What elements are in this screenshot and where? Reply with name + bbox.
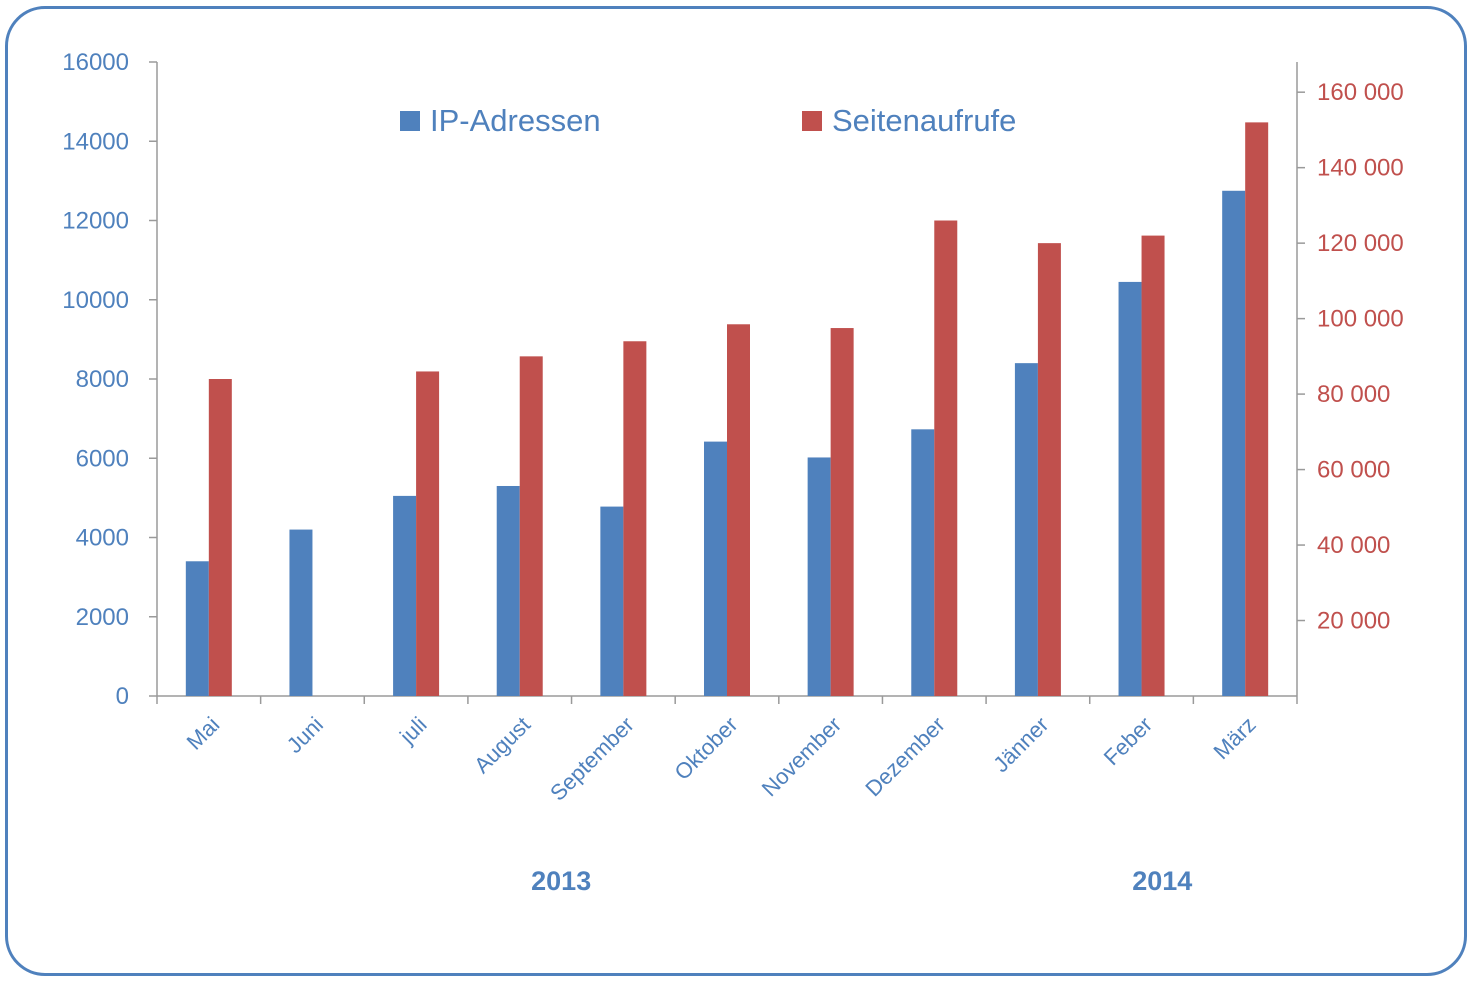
legend-swatch [802,111,822,131]
bar-ip-adressen [393,495,417,696]
left-tick-label: 8000 [76,366,129,393]
category-labels: Mai Juni juli August September Oktober Novembe… [182,712,1261,806]
category-label: September [545,712,639,806]
right-tick-label: 80 000 [1317,381,1390,408]
bar-ip-adressen [911,429,935,696]
bar-ip-adressen [1014,363,1038,696]
bar-ip-adressen [289,529,313,696]
bar-ip-adressen [496,485,520,696]
left-tick-label: 2000 [76,604,129,631]
left-tick-label: 10000 [62,287,129,314]
x-axis-ticks [156,696,1298,704]
left-tick-label: 14000 [62,128,129,155]
right-tick-label: 40 000 [1317,532,1390,559]
bar-seitenaufrufe [208,379,232,696]
bar-ip-adressen [807,457,831,696]
right-tick-label: 160 000 [1317,79,1404,106]
right-axis-ticks: 20 000 40 000 60 000 80 000 100 000 120 000 14… [1297,79,1404,635]
bar-ip-adressen [1118,281,1142,696]
bar-seitenaufrufe [727,324,750,696]
bar-seitenaufrufe [623,341,647,696]
category-label: Feber [1099,712,1157,770]
left-axis-ticks: 0 2000 4000 6000 8000 10000 12000 14000 16000 [62,49,157,710]
bar-seitenaufrufe [1141,235,1165,696]
annotations: 2013 2014 [531,866,1192,896]
right-tick-label: 100 000 [1317,306,1404,333]
bar-ip-adressen [600,506,624,696]
right-tick-label: 120 000 [1317,230,1404,257]
bar-seitenaufrufe [934,220,958,696]
category-label: Juni [282,712,328,758]
bar-seitenaufrufe [1245,122,1269,696]
year-annotation: 2013 [531,866,591,896]
legend-swatch [400,111,420,131]
bar-seitenaufrufe [519,356,543,696]
category-label: August [469,712,535,778]
category-label: Dezember [860,712,949,801]
category-label: Jänner [988,712,1053,777]
category-label: Oktober [670,712,743,785]
category-label: juli [394,712,431,749]
right-tick-label: 60 000 [1317,457,1390,484]
left-tick-label: 6000 [76,445,129,472]
bar-seitenaufrufe [416,371,440,696]
legend-label: IP-Adressen [430,103,601,138]
left-tick-label: 16000 [62,49,129,76]
bar-ip-adressen [704,441,727,696]
bar-ip-adressen [1222,190,1246,696]
left-tick-label: 0 [116,683,129,710]
bar-ip-adressen [185,561,209,696]
category-label: Mai [182,712,225,755]
year-annotation: 2014 [1132,866,1192,896]
left-tick-label: 4000 [76,525,129,552]
legend-label: Seitenaufrufe [832,103,1016,138]
category-label: November [757,712,846,801]
right-tick-label: 140 000 [1317,155,1404,182]
right-tick-label: 20 000 [1317,608,1390,635]
legend: IP-Adressen Seitenaufrufe [400,103,1016,138]
category-label: März [1208,712,1260,764]
bars [185,122,1269,696]
left-tick-label: 12000 [62,208,129,235]
bar-seitenaufrufe [1037,243,1061,696]
bar-seitenaufrufe [830,328,854,696]
